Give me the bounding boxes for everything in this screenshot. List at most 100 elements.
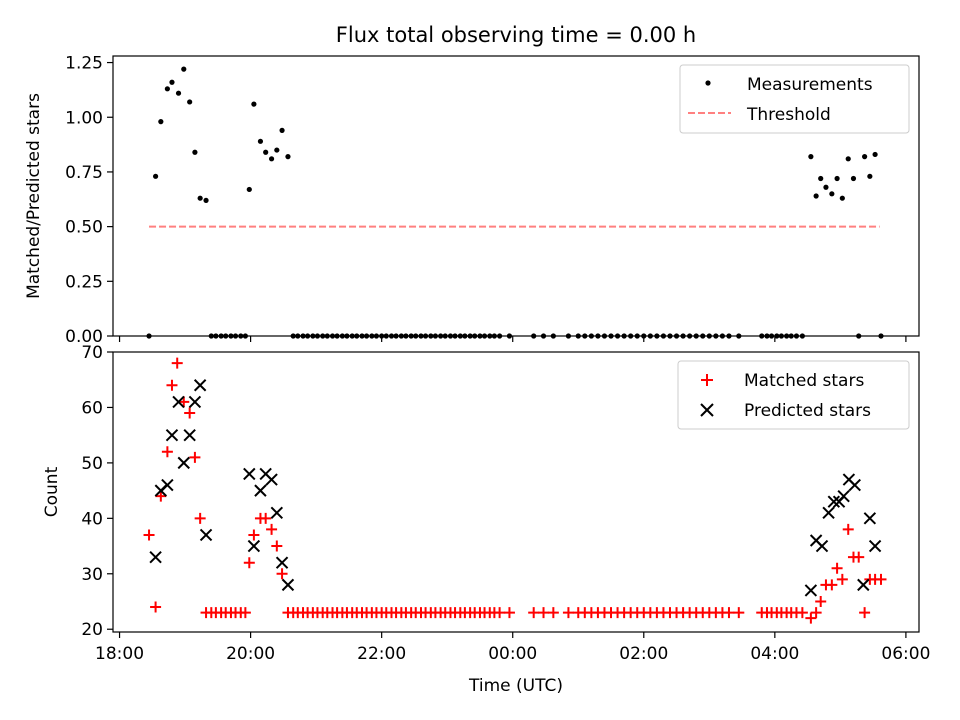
matched-point [810,607,822,619]
top-y-tick-label: 1.25 [65,54,103,74]
matched-point [733,607,745,619]
matched-point [538,607,550,619]
measurement-point [152,173,159,179]
bottom-x-ticks: 18:00 20:00 22:00 00:00 02:00 04:00 06:00 [95,632,930,664]
matched-point [266,523,278,535]
x-tick-label: 06:00 [881,644,930,664]
measurement-point [285,154,291,160]
legend-matched-marker [701,374,713,386]
measurement-point [158,119,164,125]
matched-point [528,607,540,619]
legend-measurements-marker [705,80,711,86]
measurement-point [834,175,840,182]
predicted-point [161,478,174,492]
predicted-point [193,379,207,392]
matched-point [875,573,887,585]
measurement-point [164,86,170,92]
matched-point [166,379,178,391]
predicted-point [837,489,850,503]
matched-point [239,607,251,619]
measurement-point [862,154,868,160]
measurement-point [175,90,182,96]
matched-point [805,612,817,624]
x-tick-label: 18:00 [95,644,144,664]
measurement-point [818,175,824,182]
matched-point [836,573,848,585]
matched-point [155,490,167,502]
x-tick-label: 04:00 [750,644,799,664]
legend-threshold-label: Threshold [746,105,831,125]
chart-title: Flux total observing time = 0.00 h [336,23,696,47]
matched-point [503,607,515,619]
matched-point [184,407,196,419]
predicted-point [247,539,261,553]
matched-point [271,540,283,552]
legend-predicted-marker [700,403,714,417]
measurement-point [181,66,187,72]
matched-point [150,601,162,613]
predicted-point [815,539,829,553]
predicted-point [199,528,213,542]
matched-point [171,357,183,369]
measurement-point [197,195,203,201]
bottom-legend: Matched stars Predicted stars [677,360,910,430]
measurement-point [813,193,819,199]
measurement-point [263,149,269,155]
measurement-point [251,101,257,107]
x-tick-label: 20:00 [226,644,275,664]
matched-point [248,529,260,541]
predicted-point [275,556,289,569]
bottom-y-tick-label: 50 [81,454,103,474]
bottom-panel: 20 30 40 50 60 70 18:00 20:00 22:00 00:00 02:00 04… [42,343,930,696]
measurement-point [850,175,857,182]
bottom-axes-frame [112,351,920,633]
top-y-tick-label: 0.75 [65,163,103,183]
measurement-point [268,156,275,162]
legend-matched-label: Matched stars [744,371,864,391]
matched-point [562,607,574,619]
x-axis-label: Time (UTC) [468,676,563,696]
matched-point [189,451,201,463]
matched-point [815,596,827,608]
measurement-point [279,127,285,133]
predicted-point [188,395,202,409]
measurement-point [169,79,175,85]
x-tick-label: 00:00 [488,644,537,664]
measurement-point [829,191,835,197]
predicted-point [281,578,295,592]
measurement-point [246,186,252,193]
matched-points [143,357,887,624]
bottom-y-tick-label: 30 [81,565,103,585]
matched-point [831,562,843,574]
matched-point [853,551,865,563]
predicted-point [863,512,877,525]
measurement-point [257,138,264,144]
bottom-y-axis-label: Count [42,466,62,517]
bottom-y-ticks: 20 30 40 50 60 70 [81,343,113,640]
predicted-point [149,550,162,564]
bottom-y-tick-label: 70 [81,343,103,363]
matched-point [796,607,808,619]
top-y-tick-label: 0.50 [65,218,103,238]
bottom-y-tick-label: 60 [81,398,103,418]
measurement-point [867,173,873,179]
bottom-y-tick-label: 20 [81,620,103,640]
matched-point [842,523,854,535]
matched-point [260,512,272,524]
top-panel: 0.00 0.25 0.50 0.75 1.00 1.25 Matched/Predict… [24,54,920,347]
predicted-point [165,428,179,442]
predicted-point [265,473,278,486]
predicted-point [868,539,882,553]
x-tick-label: 02:00 [619,644,668,664]
measurement-point [187,99,193,105]
matched-point [494,607,506,619]
measurement-point [274,147,280,153]
matched-point [194,512,206,524]
matched-point [143,529,155,541]
predicted-point [183,428,196,442]
matched-point [826,579,838,591]
top-axes-frame [112,55,920,337]
matched-point [178,396,190,408]
measurement-point [872,151,878,158]
